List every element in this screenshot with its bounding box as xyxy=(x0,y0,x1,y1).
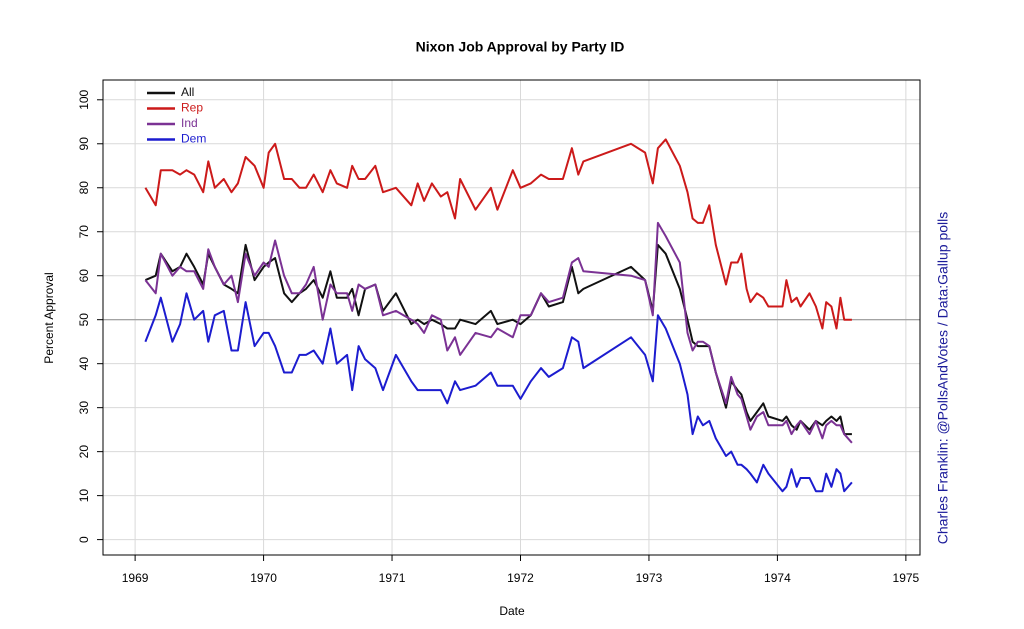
y-tick-label: 20 xyxy=(77,445,91,459)
x-tick-label: 1975 xyxy=(893,571,920,585)
legend-label: All xyxy=(181,85,194,99)
x-tick-label: 1970 xyxy=(250,571,277,585)
y-tick-label: 60 xyxy=(77,269,91,283)
legend-label: Rep xyxy=(181,101,203,115)
x-axis-label: Date xyxy=(499,604,525,618)
y-axis-label: Percent Approval xyxy=(42,272,56,363)
x-tick-label: 1972 xyxy=(507,571,534,585)
y-tick-label: 0 xyxy=(77,536,91,543)
y-tick-label: 80 xyxy=(77,181,91,195)
y-tick-label: 50 xyxy=(77,313,91,327)
x-tick-label: 1973 xyxy=(636,571,663,585)
legend-label: Dem xyxy=(181,132,206,146)
x-tick-label: 1974 xyxy=(764,571,791,585)
y-tick-label: 90 xyxy=(77,137,91,151)
chart-title: Nixon Job Approval by Party ID xyxy=(416,39,625,55)
series-line xyxy=(144,292,853,493)
y-tick-label: 10 xyxy=(77,489,91,503)
credit: Charles Franklin: @PollsAndVotes / Data:… xyxy=(935,212,951,544)
plot-frame xyxy=(102,79,921,556)
series-line xyxy=(145,243,852,436)
series-line xyxy=(144,221,853,444)
y-tick-label: 70 xyxy=(77,225,91,239)
y-tick-label: 100 xyxy=(77,89,91,109)
x-tick-label: 1971 xyxy=(379,571,406,585)
y-tick-label: 40 xyxy=(77,357,91,371)
legend-label: Ind xyxy=(181,116,198,130)
series-line xyxy=(144,138,852,330)
y-tick-label: 30 xyxy=(77,401,91,415)
x-tick-label: 1969 xyxy=(122,571,149,585)
